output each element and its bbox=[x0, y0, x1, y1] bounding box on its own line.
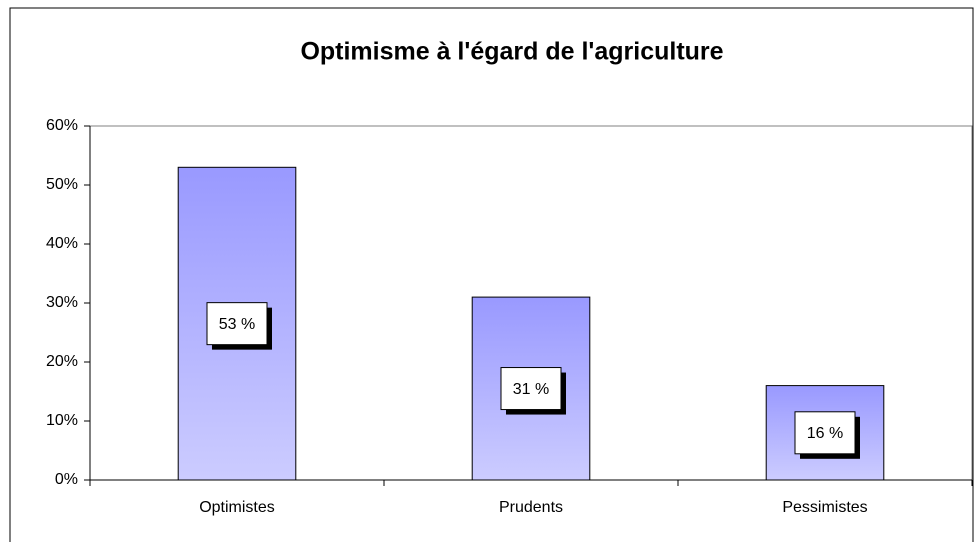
x-tick-label: Optimistes bbox=[199, 499, 275, 516]
y-tick-label: 60% bbox=[46, 117, 78, 134]
y-tick-label: 40% bbox=[46, 235, 78, 252]
label-box bbox=[206, 302, 268, 346]
chart-title: Optimisme à l'égard de l'agriculture bbox=[300, 38, 723, 66]
x-tick-label: Prudents bbox=[499, 499, 563, 516]
data-label: 16 % bbox=[807, 425, 843, 442]
y-tick-label: 30% bbox=[46, 294, 78, 311]
label-box bbox=[794, 411, 856, 455]
y-tick-label: 10% bbox=[46, 412, 78, 429]
x-tick-label: Pessimistes bbox=[782, 499, 867, 516]
y-tick-label: 0% bbox=[55, 471, 78, 488]
y-tick-label: 50% bbox=[46, 176, 78, 193]
data-label: 31 % bbox=[513, 381, 549, 398]
y-tick-label: 20% bbox=[46, 353, 78, 370]
data-label: 53 % bbox=[219, 316, 255, 333]
label-box bbox=[500, 367, 562, 411]
